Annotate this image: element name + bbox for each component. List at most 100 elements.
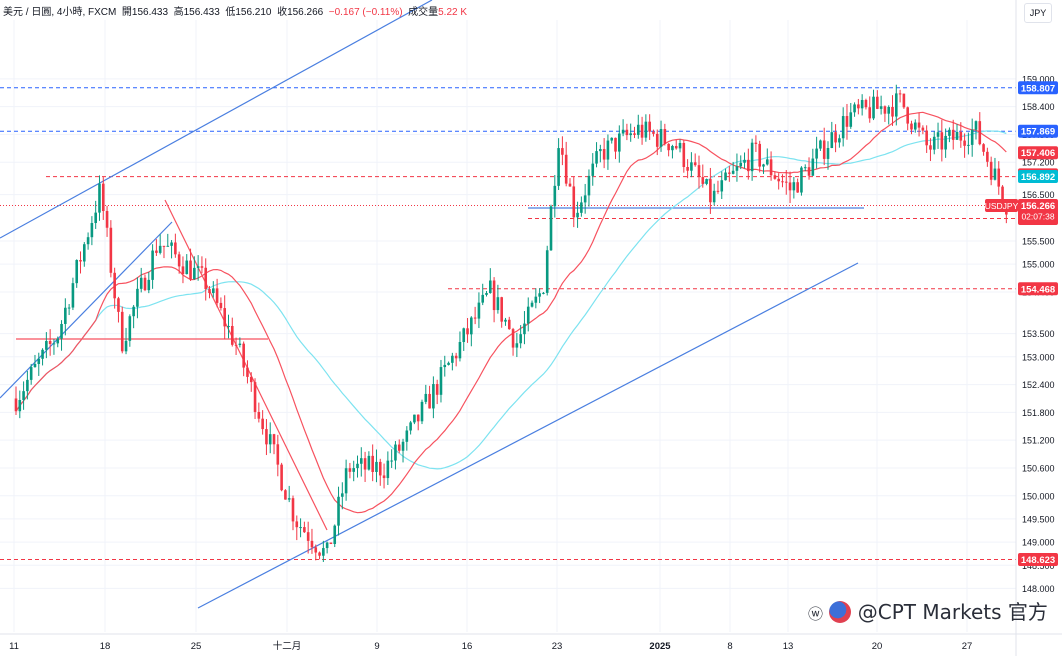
candle-body [485, 293, 488, 295]
ma-fast-line [15, 111, 1007, 514]
candle-body [413, 414, 416, 423]
y-tick-label: 152.400 [1022, 380, 1055, 390]
price-label-text: 157.869 [1021, 127, 1055, 138]
high-label: 高 [173, 7, 184, 18]
candle-body [489, 280, 492, 294]
candle-body [139, 277, 143, 289]
candle-body [879, 106, 883, 109]
countdown: 02:07:38 [1021, 211, 1054, 221]
candle-body [568, 183, 572, 187]
candle-body [580, 202, 583, 213]
candle-body [136, 288, 139, 307]
candle-body [868, 107, 872, 119]
candle-body [470, 317, 473, 335]
candle-body [325, 542, 329, 549]
candle-body [876, 96, 879, 109]
candle-body [811, 158, 815, 176]
candle-body [219, 302, 223, 309]
candle-body [268, 434, 272, 445]
candle-body [454, 355, 458, 359]
low-value: 156.210 [235, 7, 272, 18]
candle-body [405, 430, 409, 442]
candle-body [401, 441, 405, 451]
x-tick-label: 13 [783, 641, 794, 652]
y-tick-label: 158.400 [1022, 102, 1055, 112]
candle-body [132, 306, 135, 317]
y-tick-label: 159.000 [1022, 74, 1055, 84]
grid-lines [0, 20, 1016, 632]
candle-body [557, 148, 560, 186]
candle-body [86, 237, 90, 245]
price-label-box [1018, 81, 1058, 95]
candle-body [143, 277, 147, 291]
candle-body [56, 338, 60, 344]
x-tick-label: 11 [9, 641, 19, 652]
trend-lines[interactable] [0, 0, 864, 609]
candle-body [306, 532, 310, 541]
volume-label: 成交量 [408, 7, 439, 18]
candle-body [636, 124, 640, 135]
candlesticks [14, 84, 1008, 562]
candle-body [773, 175, 777, 179]
candle-body [819, 140, 822, 149]
x-tick-label: 27 [962, 641, 973, 652]
candle-body [378, 461, 382, 476]
candle-body [731, 170, 735, 174]
candle-body [898, 93, 902, 95]
candle-body [1001, 186, 1004, 204]
symbol-header: 美元 / 日圓, 4小時, FXCM 開156.433 高156.433 低15… [3, 3, 467, 18]
candle-body [849, 112, 853, 127]
candle-body [261, 418, 264, 430]
candle-body [367, 455, 371, 470]
candle-body [428, 393, 431, 409]
candle-body [534, 296, 538, 303]
candle-body [193, 267, 196, 280]
watermark-text: @CPT Markets 官方 [857, 600, 1048, 624]
candle-body [564, 154, 568, 184]
symbol-title[interactable]: 美元 / 日圓, 4小時, FXCM [3, 7, 117, 18]
candle-body [572, 186, 576, 218]
candle-body [155, 250, 158, 253]
candle-body [511, 329, 515, 348]
candle-body [674, 145, 678, 149]
candle-body [857, 104, 860, 109]
candle-body [41, 349, 44, 359]
candle-body [891, 106, 894, 117]
price-label-box [1018, 282, 1058, 296]
candle-body [967, 144, 970, 146]
candle-body [451, 355, 454, 363]
x-tick-label: 2025 [649, 641, 671, 652]
candle-body [982, 144, 985, 152]
candle-body [777, 178, 780, 182]
candle-body [204, 267, 208, 290]
candle-body [549, 206, 553, 251]
weibo-logo-icon: ⓦ [808, 605, 824, 623]
candle-body [815, 148, 818, 159]
candle-body [663, 128, 667, 144]
currency-button[interactable]: JPY [1024, 3, 1052, 23]
candle-body [997, 168, 1001, 187]
candle-body [276, 444, 280, 465]
candle-body [500, 297, 503, 322]
close-label: 收 [277, 7, 288, 18]
candle-body [507, 319, 511, 330]
candle-body [458, 342, 462, 359]
time-axis: 11 18 25 十二月 9 16 23 2025 8 13 20 27 [0, 633, 1062, 652]
candle-body [52, 343, 56, 345]
candle-body [215, 288, 219, 303]
candle-body [743, 159, 746, 163]
candle-body [174, 242, 177, 255]
candle-body [447, 362, 450, 365]
candle-body [257, 411, 261, 419]
watermark: ⓦ @CPT Markets 官方 [808, 596, 1048, 625]
trend-line [164, 199, 328, 531]
candle-body [917, 122, 921, 128]
candle-body [530, 302, 534, 307]
price-label-text: 157.406 [1021, 148, 1055, 159]
candle-body [439, 367, 443, 395]
y-tick-label: 148.000 [1022, 584, 1055, 594]
x-tick-label: 十二月 [273, 640, 302, 652]
horizontal-levels [0, 87, 1016, 561]
candle-body [67, 307, 71, 309]
